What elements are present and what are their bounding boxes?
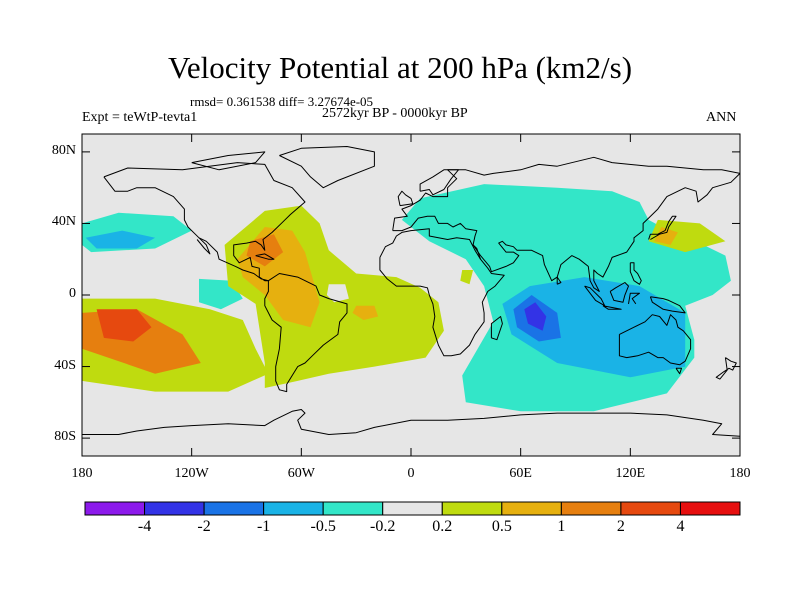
colorbar-swatch <box>203 501 265 516</box>
contour-fields <box>82 184 731 412</box>
coastline-borneo <box>609 282 629 303</box>
colorbar-swatch <box>679 501 741 516</box>
coastline-scandinavia <box>419 169 459 196</box>
coastline-baja <box>196 237 211 255</box>
field-indian-ocean-core-3 <box>524 302 547 331</box>
coastline-north-america <box>103 162 306 282</box>
coastline-arctic-islands <box>191 151 266 171</box>
coastline-greenland <box>279 146 375 189</box>
colorbar-swatch <box>382 501 443 516</box>
colorbar-label: -4 <box>137 518 152 535</box>
experiment-label: Expt = teWtP-tevta1 <box>82 110 198 125</box>
field-atlantic-hole <box>326 284 349 303</box>
coastline-antarctica <box>82 409 740 437</box>
colorbar-swatch <box>620 501 681 516</box>
coastline-new-guinea <box>649 296 686 314</box>
coastline-tasmania <box>675 367 682 375</box>
coastline-philippines <box>629 262 642 285</box>
coastline-arabia-red-sea <box>472 244 481 260</box>
season-label: ANN <box>706 110 737 125</box>
colorbar-swatch <box>263 501 324 516</box>
colorbar-label: -0.5 <box>310 518 336 535</box>
coastline-sri-lanka <box>556 276 562 285</box>
x-tick-label: 60W <box>287 466 315 481</box>
coastline-africa <box>379 228 505 357</box>
period-label: 2572kyr BP - 0000kyr BP <box>322 106 468 121</box>
field-north-pacific-core <box>85 230 156 249</box>
colorbar-swatch <box>84 501 146 516</box>
colorbar-label: 0.5 <box>491 518 512 535</box>
x-tick-label: 180 <box>729 466 751 481</box>
x-tick-label: 0 <box>407 466 415 481</box>
field-indian-ocean-core <box>502 277 686 378</box>
colorbar <box>84 501 741 516</box>
colorbar-swatch <box>501 501 562 516</box>
x-tick-label: 60E <box>509 466 532 481</box>
colorbar-swatch <box>560 501 622 516</box>
colorbar-label: 2 <box>616 518 625 535</box>
y-tick-label: 80N <box>51 142 76 158</box>
field-south-atlantic-orange <box>352 305 379 320</box>
field-japan-orange <box>654 227 678 245</box>
coastline-sulawesi <box>628 292 640 305</box>
colorbar-label: -2 <box>197 518 211 535</box>
y-tick-label: 40N <box>51 214 76 230</box>
y-tick-label: 40S <box>54 357 76 373</box>
colorbar-label: 1 <box>557 518 566 535</box>
axis-ticks <box>81 134 741 456</box>
colorbar-label: -0.2 <box>370 518 396 535</box>
coastline-japan <box>648 215 677 240</box>
coastline-australia <box>618 314 692 366</box>
x-tick-label: 120W <box>174 466 209 481</box>
coastline-new-zealand <box>715 357 737 380</box>
colorbar-swatch <box>144 501 205 516</box>
coastline-cuba <box>255 253 275 260</box>
coastline-madagascar <box>490 316 503 341</box>
coastline-british-isles <box>397 190 414 207</box>
y-tick-label: 80S <box>54 429 76 445</box>
colorbar-label: 4 <box>676 518 685 535</box>
field-west-pacific-patch <box>82 298 90 306</box>
field-south-pacific-core <box>96 309 152 342</box>
colorbar-label: 0.2 <box>432 518 453 535</box>
colorbar-label: -1 <box>256 518 271 535</box>
x-tick-label: 180 <box>71 466 93 481</box>
field-north-africa-positive <box>460 270 474 285</box>
coastline-sumatra <box>584 285 606 307</box>
coastline-eurasia <box>392 156 740 292</box>
chart-title: Velocity Potential at 200 hPa (km2/s) <box>167 50 633 85</box>
coastline-south-america <box>264 273 348 393</box>
x-tick-label: 120E <box>615 466 646 481</box>
coastlines <box>82 146 740 437</box>
colorbar-swatch <box>441 501 503 516</box>
y-tick-label: 0 <box>69 286 76 301</box>
coastline-java <box>602 305 622 310</box>
stats-label: rmsd= 0.361538 diff= 3.27674e-05 <box>190 94 374 109</box>
colorbar-swatch <box>322 501 384 516</box>
